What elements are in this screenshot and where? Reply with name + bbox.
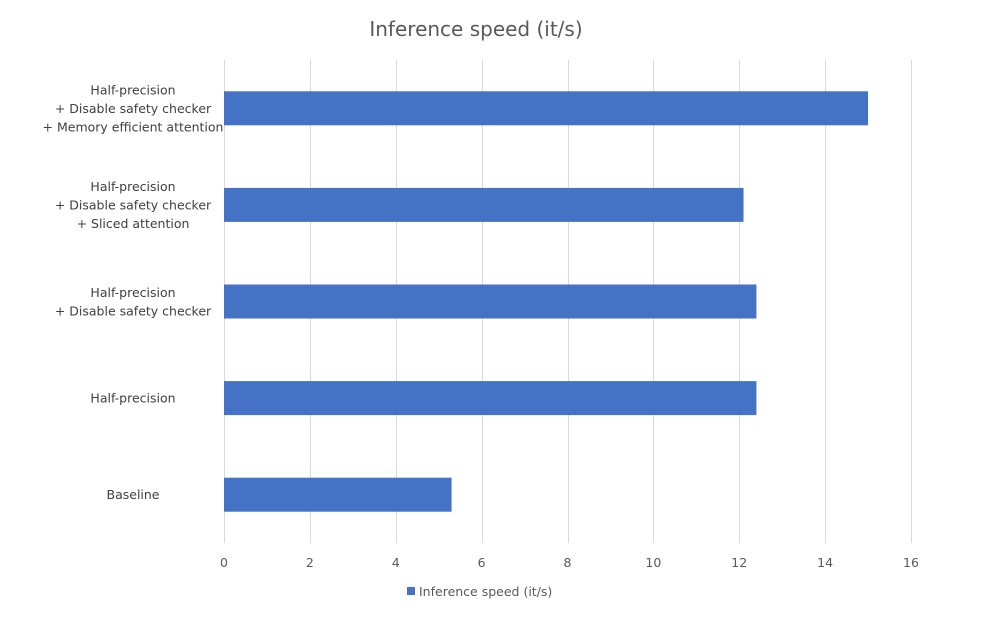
x-tick-label: 12 xyxy=(731,555,747,570)
bar xyxy=(224,187,744,222)
category-label: Baseline xyxy=(107,487,160,502)
x-tick-label: 8 xyxy=(564,555,572,570)
category-label: Half-precision + Disable safety checker + … xyxy=(55,179,212,231)
legend-label: Inference speed (it/s) xyxy=(419,584,552,599)
category-label-line: + Disable safety checker xyxy=(55,101,212,116)
chart-title: Inference speed (it/s) xyxy=(369,17,582,41)
legend: Inference speed (it/s) xyxy=(407,584,552,599)
x-axis-ticks: 0 2 4 6 8 10 12 14 16 xyxy=(220,555,919,570)
category-label: Half-precision + Disable safety checker xyxy=(55,285,212,319)
category-label-line: Half-precision xyxy=(90,391,175,406)
category-label-line: Half-precision xyxy=(90,285,175,300)
category-label-line: Baseline xyxy=(107,487,160,502)
x-tick-label: 6 xyxy=(478,555,486,570)
bar xyxy=(224,477,452,512)
x-tick-label: 16 xyxy=(903,555,919,570)
x-tick-label: 0 xyxy=(220,555,228,570)
category-label-line: + Disable safety checker xyxy=(55,303,212,318)
bars xyxy=(224,91,869,512)
category-label: Half-precision + Disable safety checker + … xyxy=(43,82,224,134)
bar xyxy=(224,91,869,126)
category-label-line: + Sliced attention xyxy=(77,216,190,231)
category-label-line: Half-precision xyxy=(90,82,175,97)
category-label-line: Half-precision xyxy=(90,179,175,194)
category-label: Half-precision xyxy=(90,391,175,406)
bar xyxy=(224,284,757,319)
x-tick-label: 10 xyxy=(645,555,661,570)
x-tick-label: 4 xyxy=(392,555,400,570)
x-tick-label: 14 xyxy=(817,555,833,570)
category-label-line: + Disable safety checker xyxy=(55,197,212,212)
legend-swatch xyxy=(407,587,415,595)
category-labels: Half-precision + Disable safety checker + … xyxy=(43,82,224,502)
bar xyxy=(224,381,757,416)
x-tick-label: 2 xyxy=(306,555,314,570)
category-label-line: + Memory efficient attention xyxy=(43,119,224,134)
